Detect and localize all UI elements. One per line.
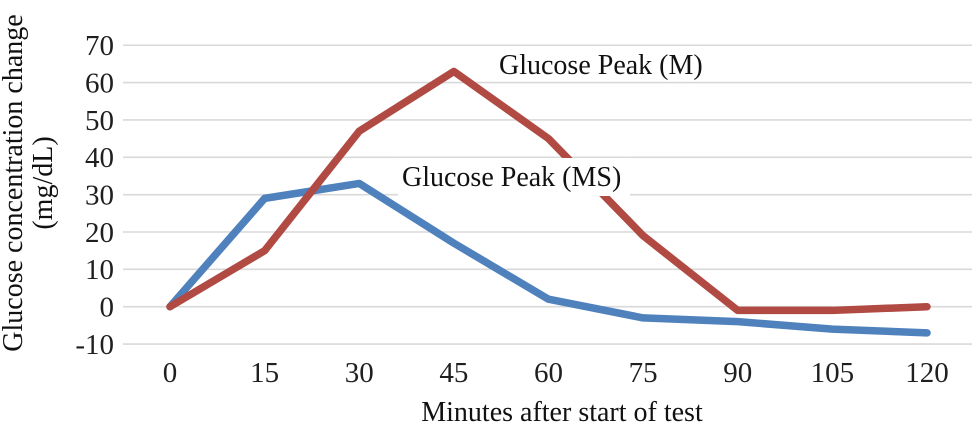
y-tick-label: 10 (85, 254, 114, 286)
y-tick-label: 30 (85, 180, 114, 212)
y-tick-label: 0 (100, 292, 115, 324)
y-axis-title-line1: Glucose concentration change (0, 14, 29, 352)
x-tick-label: 45 (439, 357, 468, 389)
y-tick-label: 70 (85, 30, 114, 62)
series-label-glucose-peak-ms: Glucose Peak (MS) (398, 158, 631, 196)
series-label-glucose-peak-m: Glucose Peak (M) (499, 50, 703, 81)
x-tick-label: 120 (905, 357, 949, 389)
y-axis-title-line2: (mg/dL) (28, 136, 59, 230)
x-tick-label: 30 (345, 357, 374, 389)
series-line-glucose-peak-ms (166, 179, 931, 337)
x-axis-title: Minutes after start of test (421, 397, 703, 428)
x-tick-label: 15 (250, 357, 279, 389)
y-tick-label: 40 (85, 142, 114, 174)
y-tick-label: 50 (85, 105, 114, 137)
x-tick-label: 105 (811, 357, 855, 389)
x-tick-label: 90 (723, 357, 752, 389)
x-tick-label: 60 (534, 357, 563, 389)
x-tick-label: 0 (163, 357, 178, 389)
x-tick-label: 75 (629, 357, 658, 389)
y-tick-label: 60 (85, 67, 114, 99)
y-tick-label: 20 (85, 217, 114, 249)
series-line-glucose-peak-m (166, 67, 931, 315)
y-tick-label: -10 (75, 329, 114, 361)
y-axis-title: Glucose concentration change (mg/dL) (0, 14, 59, 351)
